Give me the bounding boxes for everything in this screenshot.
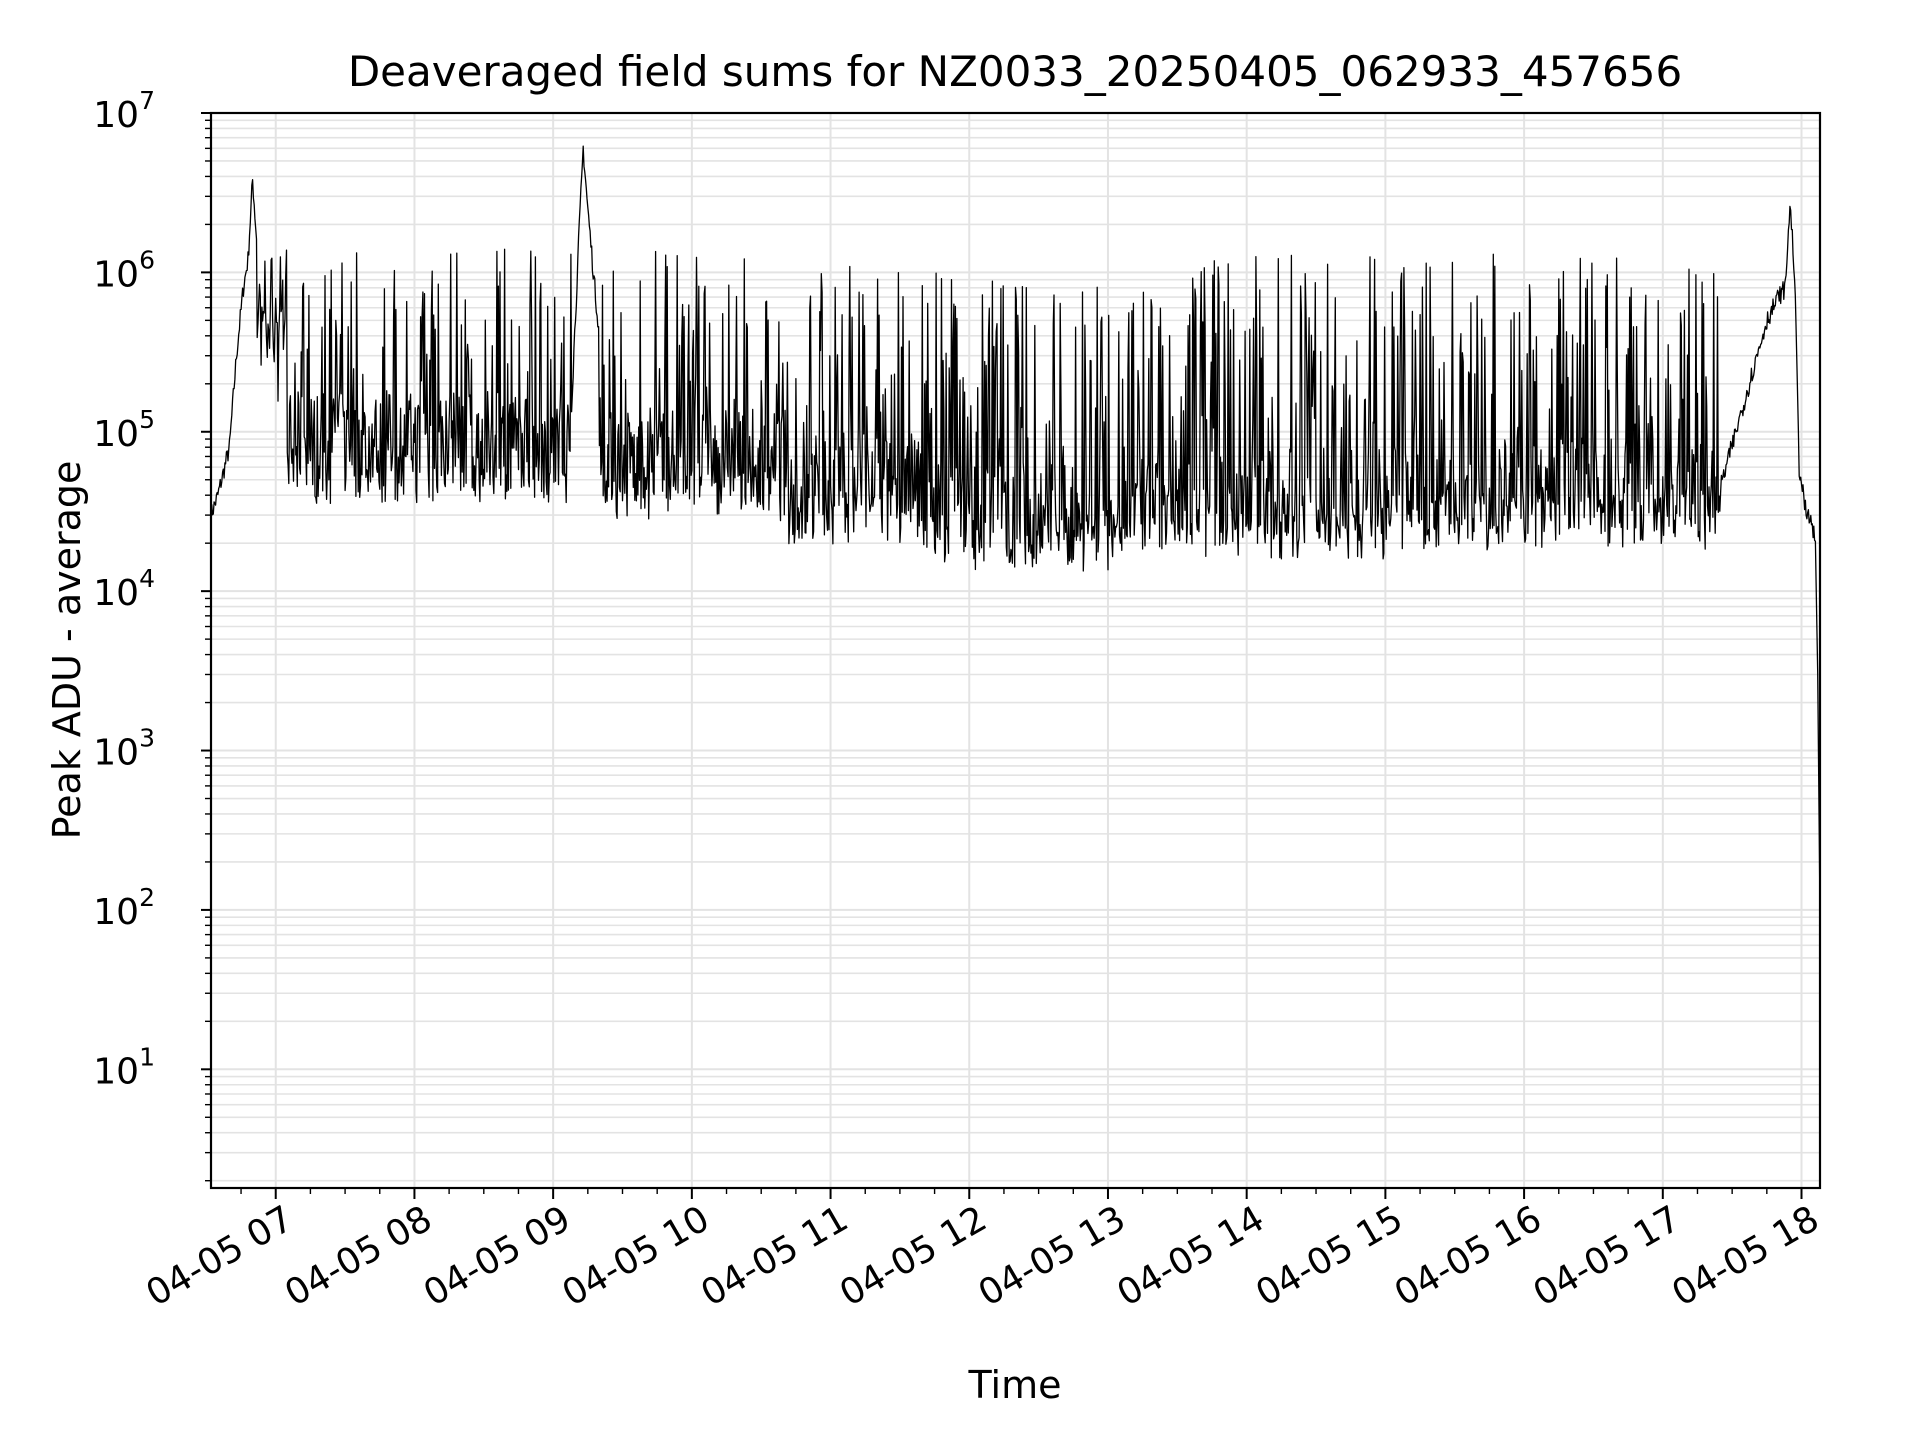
data-series-line xyxy=(210,145,1821,914)
y-tick-label: 107 xyxy=(93,86,155,136)
axis-ticks xyxy=(201,112,1803,1199)
y-tick-label: 105 xyxy=(93,405,155,455)
x-axis-label: Time xyxy=(968,1363,1062,1407)
plot-frame xyxy=(209,111,1822,1190)
y-tick-labels: 101 102 103 104 105 106 107 xyxy=(93,86,155,1092)
y-axis-label: Peak ADU - average xyxy=(45,461,89,840)
grid-lines xyxy=(211,112,1820,1188)
y-tick-label: 104 xyxy=(93,564,155,614)
y-tick-label: 101 xyxy=(93,1042,155,1092)
y-tick-label: 102 xyxy=(93,883,155,933)
series-line xyxy=(210,145,1821,914)
y-tick-label: 103 xyxy=(93,724,155,774)
y-tick-label: 106 xyxy=(93,245,155,295)
chart-title: Deaveraged field sums for NZ0033_2025040… xyxy=(348,47,1682,96)
